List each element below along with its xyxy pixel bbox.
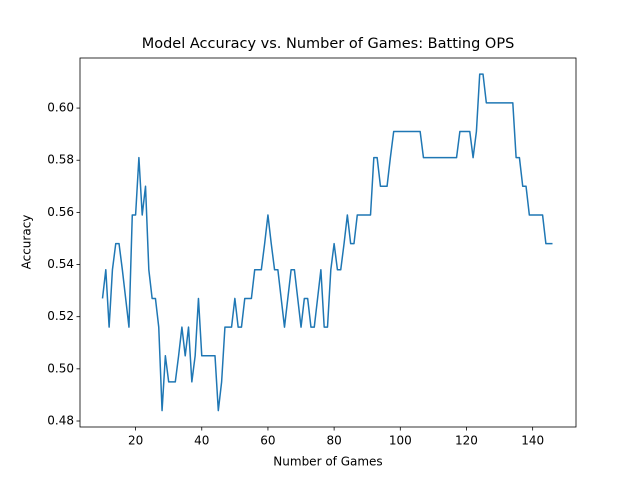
x-tick-label: 40 [194,434,209,448]
chart-title: Model Accuracy vs. Number of Games: Batt… [142,36,515,52]
data-line [101,73,553,412]
x-tick-label: 120 [455,434,478,448]
x-tick-label: 60 [260,434,275,448]
x-tick-label: 80 [326,434,341,448]
y-tick-label: 0.50 [47,361,74,375]
x-tick-label: 100 [389,434,412,448]
y-tick-label: 0.52 [47,309,74,323]
y-tick-label: 0.48 [47,414,74,428]
x-tick-label: 140 [521,434,544,448]
x-axis-label: Number of Games [273,455,382,469]
y-tick-label: 0.60 [47,101,74,115]
y-axis-label: Accuracy [20,215,34,270]
y-tick-label: 0.56 [47,205,74,219]
y-tick-label: 0.58 [47,153,74,167]
y-tick-label: 0.54 [47,257,74,271]
plot-frame [79,57,577,428]
x-tick-label: 20 [128,434,143,448]
